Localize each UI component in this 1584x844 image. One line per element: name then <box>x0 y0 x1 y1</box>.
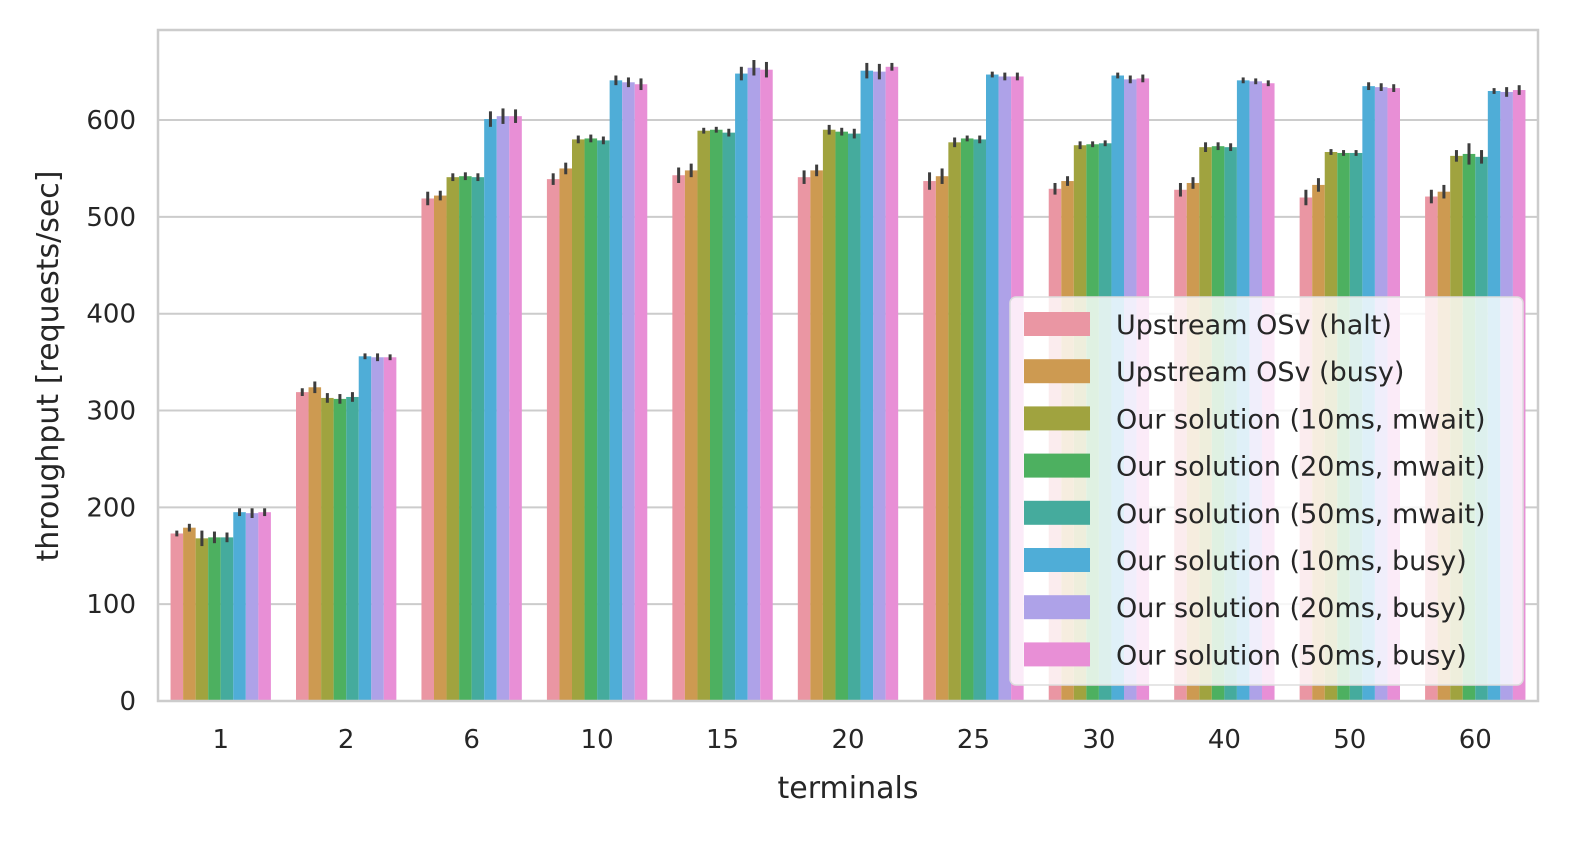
bar <box>245 513 259 701</box>
x-tick-label: 25 <box>957 725 990 755</box>
bar <box>459 176 472 701</box>
legend-swatch <box>1024 359 1090 384</box>
bar <box>973 139 986 701</box>
legend-swatch <box>1024 642 1090 667</box>
bar <box>333 398 347 701</box>
bar <box>747 67 761 701</box>
bar <box>471 177 485 701</box>
plot-frame <box>156 28 1540 703</box>
bar <box>622 82 635 702</box>
y-axis-label: throughput [requests/sec] <box>31 171 66 562</box>
legend-label: Our solution (50ms, busy) <box>1116 640 1467 671</box>
x-tick-label: 10 <box>581 725 614 755</box>
legend-label: Upstream OSv (busy) <box>1116 357 1404 388</box>
legend-swatch <box>1024 595 1090 620</box>
legend-swatch <box>1024 500 1090 525</box>
bar <box>885 66 899 702</box>
bar <box>672 175 685 701</box>
bar <box>584 138 598 701</box>
bar <box>421 198 434 701</box>
legend-label: Our solution (50ms, mwait) <box>1116 499 1486 530</box>
x-tick-label: 30 <box>1082 725 1115 755</box>
legend-swatch <box>1024 548 1090 572</box>
bar <box>183 527 196 701</box>
y-tick-label: 0 <box>119 687 136 717</box>
bar <box>810 170 823 701</box>
y-axis-ticks: 0 100 200 300 400 500 600 <box>86 106 136 717</box>
x-tick-label: 6 <box>463 725 480 755</box>
bar <box>308 387 322 701</box>
bar <box>296 392 309 701</box>
bar <box>797 177 811 701</box>
x-tick-label: 2 <box>338 725 355 755</box>
bar <box>860 70 874 701</box>
y-tick-label: 400 <box>86 300 136 330</box>
legend-swatch <box>1024 406 1090 431</box>
bar <box>835 131 848 701</box>
bar <box>948 142 961 702</box>
bar <box>434 195 447 702</box>
bar <box>233 512 246 701</box>
bar <box>735 73 748 702</box>
bar <box>496 116 510 701</box>
x-axis-ticks: 1 2 6 10 15 20 25 30 40 50 60 <box>212 725 1491 755</box>
bar <box>822 129 836 701</box>
bar <box>346 396 359 701</box>
bar <box>848 133 861 702</box>
bar <box>998 76 1012 701</box>
bar <box>722 132 736 702</box>
y-tick-label: 600 <box>86 106 136 136</box>
x-axis-label: terminals <box>778 771 919 806</box>
bar <box>597 140 610 701</box>
bar <box>572 139 585 701</box>
legend-box <box>1009 296 1524 686</box>
y-tick-label: 100 <box>86 590 136 620</box>
bar <box>220 537 234 701</box>
y-tick-label: 200 <box>86 493 136 523</box>
bar <box>559 168 572 701</box>
bar <box>960 138 974 701</box>
x-tick-label: 60 <box>1459 725 1492 755</box>
bar <box>195 538 209 701</box>
bar <box>609 80 623 702</box>
y-tick-label: 300 <box>86 397 136 427</box>
bar <box>484 119 497 702</box>
bar <box>321 397 334 701</box>
bar <box>923 181 936 702</box>
legend-swatch <box>1024 312 1090 336</box>
legend-label: Our solution (10ms, mwait) <box>1116 404 1486 435</box>
bar <box>684 170 698 701</box>
x-tick-label: 20 <box>831 725 864 755</box>
error-bars <box>175 60 1521 547</box>
bar <box>383 357 397 701</box>
x-tick-label: 1 <box>212 725 229 755</box>
x-tick-label: 50 <box>1333 725 1366 755</box>
bar <box>170 533 184 701</box>
bar <box>371 357 384 701</box>
bar <box>986 74 999 702</box>
legend-label: Upstream OSv (halt) <box>1116 310 1392 341</box>
bar <box>697 130 710 701</box>
legend-label: Our solution (10ms, busy) <box>1116 546 1467 577</box>
bar <box>258 512 271 701</box>
bar <box>760 69 773 701</box>
bar <box>873 71 886 702</box>
bar <box>546 179 560 702</box>
x-tick-label: 15 <box>706 725 739 755</box>
bar <box>358 356 372 701</box>
x-tick-label: 40 <box>1208 725 1241 755</box>
bar <box>446 177 460 701</box>
legend-swatch <box>1024 453 1090 478</box>
bar <box>634 84 648 701</box>
bar <box>208 537 221 701</box>
legend-label: Our solution (20ms, busy) <box>1116 593 1467 624</box>
y-tick-label: 500 <box>86 203 136 233</box>
legend-label: Our solution (20ms, mwait) <box>1116 452 1486 483</box>
bar <box>710 129 723 701</box>
bar <box>935 176 949 701</box>
bar <box>509 116 522 701</box>
legend: Upstream OSv (halt) Upstream OSv (busy) Ou… <box>1009 296 1524 686</box>
